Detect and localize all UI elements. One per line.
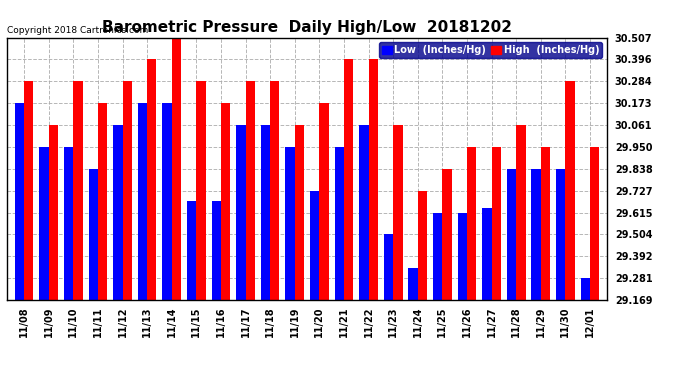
Bar <box>14 103 24 300</box>
Bar <box>270 81 279 300</box>
Bar <box>88 169 98 300</box>
Bar <box>147 59 157 300</box>
Bar <box>64 147 73 300</box>
Bar <box>162 103 172 300</box>
Bar <box>138 103 147 300</box>
Bar <box>590 147 600 300</box>
Bar <box>565 81 575 300</box>
Bar <box>246 81 255 300</box>
Bar <box>221 103 230 300</box>
Bar <box>236 125 246 300</box>
Bar <box>368 59 378 300</box>
Bar <box>123 81 132 300</box>
Bar <box>319 103 328 300</box>
Bar <box>556 169 565 300</box>
Bar <box>261 125 270 300</box>
Bar <box>442 169 452 300</box>
Bar <box>433 213 442 300</box>
Bar <box>491 147 501 300</box>
Bar <box>457 213 467 300</box>
Bar <box>187 201 197 300</box>
Title: Barometric Pressure  Daily High/Low  20181202: Barometric Pressure Daily High/Low 20181… <box>102 20 512 35</box>
Bar <box>49 125 58 300</box>
Bar <box>359 125 368 300</box>
Bar <box>531 169 541 300</box>
Bar <box>295 125 304 300</box>
Bar <box>516 125 526 300</box>
Bar <box>417 190 427 300</box>
Bar <box>384 234 393 300</box>
Bar <box>212 201 221 300</box>
Bar <box>580 278 590 300</box>
Bar <box>286 147 295 300</box>
Bar <box>541 147 550 300</box>
Bar <box>482 208 491 300</box>
Text: Copyright 2018 Cartronics.com: Copyright 2018 Cartronics.com <box>7 26 148 35</box>
Legend: Low  (Inches/Hg), High  (Inches/Hg): Low (Inches/Hg), High (Inches/Hg) <box>379 42 602 58</box>
Bar <box>393 125 402 300</box>
Bar <box>507 169 516 300</box>
Bar <box>335 147 344 300</box>
Bar <box>73 81 83 300</box>
Bar <box>39 147 49 300</box>
Bar <box>467 147 476 300</box>
Bar <box>172 38 181 300</box>
Bar <box>113 125 123 300</box>
Bar <box>344 59 353 300</box>
Bar <box>408 268 417 300</box>
Bar <box>24 81 34 300</box>
Bar <box>310 190 319 300</box>
Bar <box>197 81 206 300</box>
Bar <box>98 103 107 300</box>
